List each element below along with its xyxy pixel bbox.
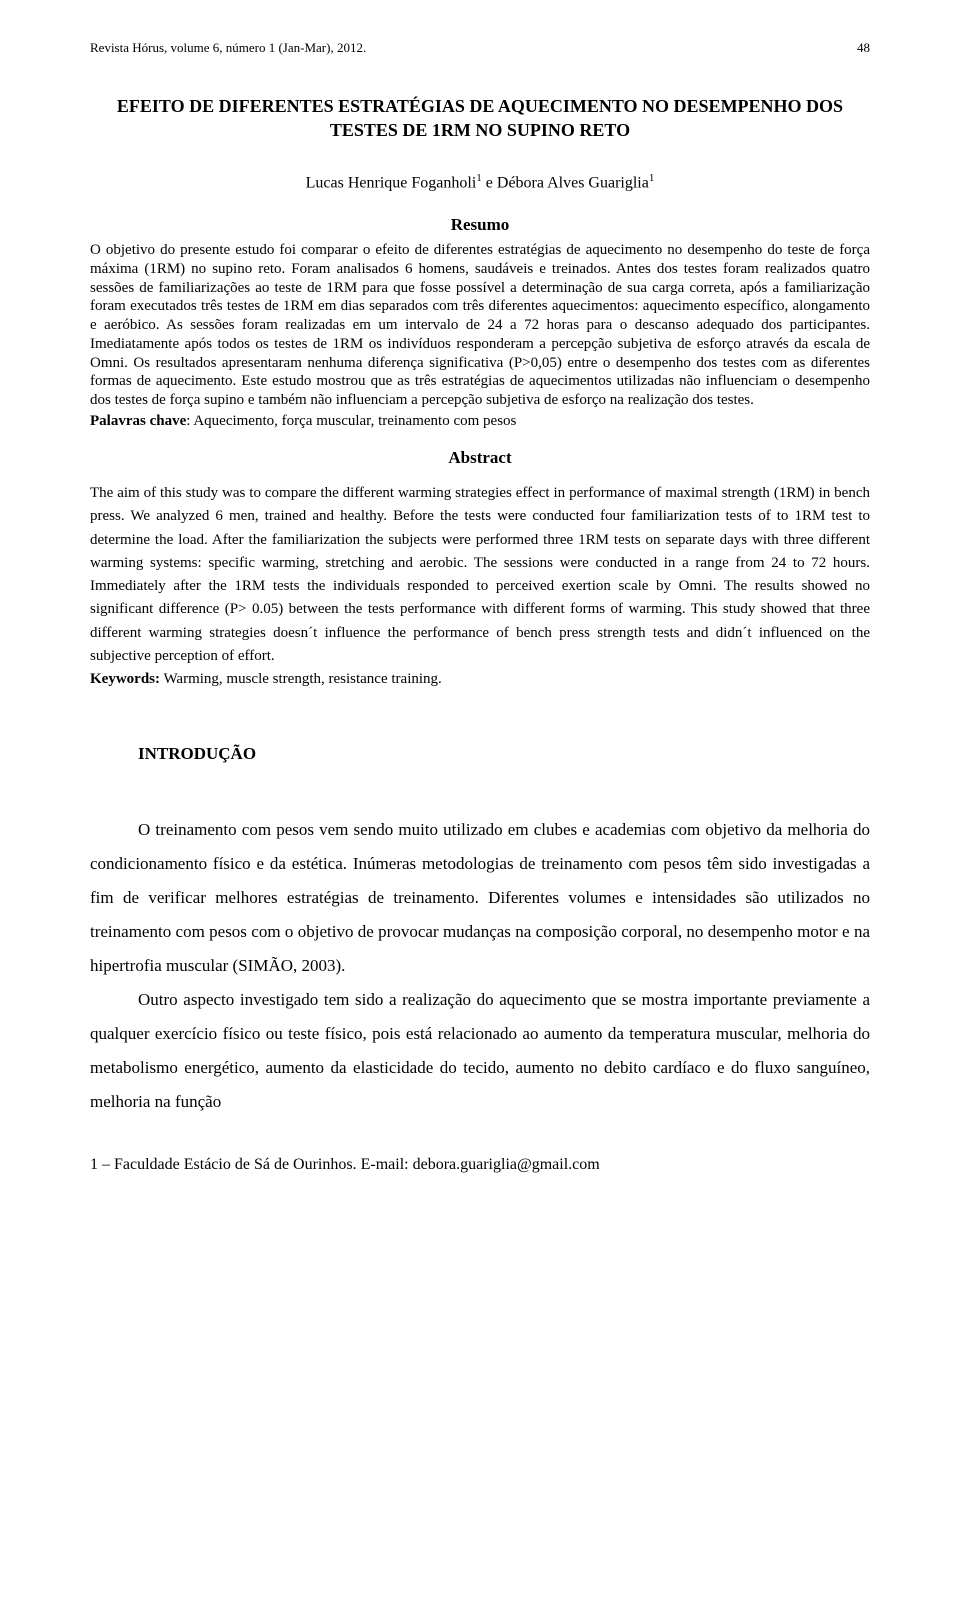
- journal-citation: Revista Hórus, volume 6, número 1 (Jan-M…: [90, 40, 366, 56]
- palavras-chave: Palavras chave: Aquecimento, força muscu…: [90, 412, 870, 430]
- running-header: Revista Hórus, volume 6, número 1 (Jan-M…: [90, 40, 870, 56]
- keywords: Keywords: Warming, muscle strength, resi…: [90, 670, 870, 688]
- keywords-value: Warming, muscle strength, resistance tra…: [160, 671, 442, 687]
- intro-paragraph-1: O treinamento com pesos vem sendo muito …: [90, 813, 870, 983]
- page-number: 48: [857, 40, 870, 56]
- author-separator: e: [482, 175, 497, 192]
- author-2-name: Débora Alves Guariglia: [497, 175, 649, 192]
- abstract-heading: Abstract: [90, 448, 870, 468]
- palavras-chave-value: : Aquecimento, força muscular, treinamen…: [186, 413, 516, 429]
- resumo-heading: Resumo: [90, 215, 870, 235]
- intro-paragraph-2: Outro aspecto investigado tem sido a rea…: [90, 983, 870, 1119]
- resumo-body: O objetivo do presente estudo foi compar…: [90, 241, 870, 410]
- author-line: Lucas Henrique Foganholi 1 e Débora Alves…: [90, 172, 870, 193]
- article-title: EFEITO DE DIFERENTES ESTRATÉGIAS DE AQUE…: [90, 94, 870, 143]
- author-1-name: Lucas Henrique Foganholi: [306, 175, 477, 192]
- introducao-heading: INTRODUÇÃO: [138, 744, 870, 764]
- keywords-label: Keywords:: [90, 671, 160, 687]
- affiliation-footnote: 1 – Faculdade Estácio de Sá de Ourinhos.…: [90, 1155, 870, 1174]
- palavras-chave-label: Palavras chave: [90, 413, 186, 429]
- author-2-affiliation: 1: [649, 172, 655, 184]
- abstract-body: The aim of this study was to compare the…: [90, 482, 870, 668]
